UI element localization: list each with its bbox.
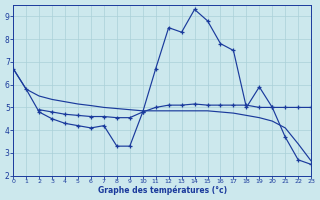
X-axis label: Graphe des températures (°c): Graphe des températures (°c) xyxy=(98,186,227,195)
